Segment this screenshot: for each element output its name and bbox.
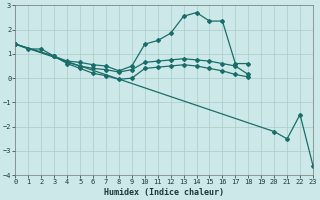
- X-axis label: Humidex (Indice chaleur): Humidex (Indice chaleur): [104, 188, 224, 197]
